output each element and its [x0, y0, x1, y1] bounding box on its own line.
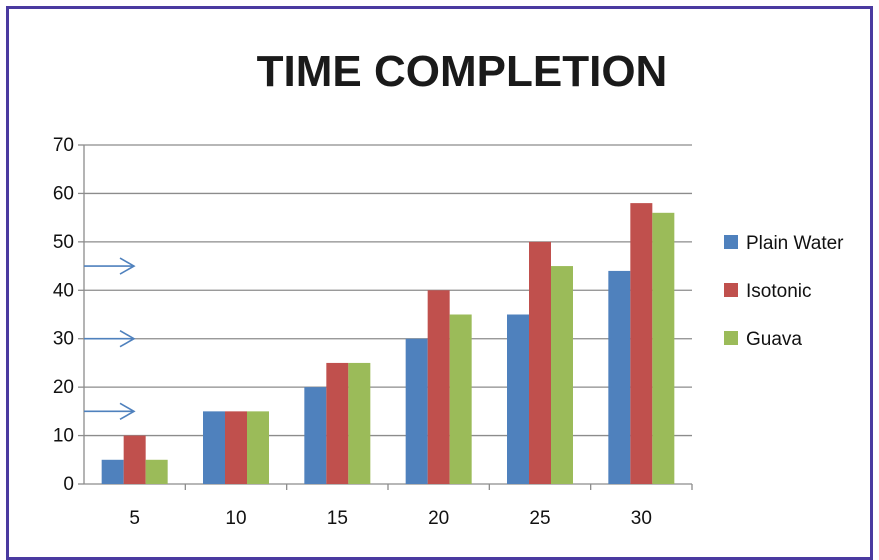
y-tick-label-10: 10: [53, 426, 74, 447]
legend-swatch-isotonic: [724, 283, 738, 297]
x-tick-label-15: 15: [327, 508, 348, 529]
legend-label-isotonic: Isotonic: [746, 281, 811, 302]
bar-guava-5: [145, 459, 168, 484]
y-tick-label-30: 30: [53, 329, 74, 350]
bar-isotonic-10: [225, 411, 247, 484]
x-tick-label-25: 25: [529, 508, 550, 529]
annotation-arrow-icon-3: [84, 402, 136, 421]
y-tick-labels: 0 10 20 30 40 50 60 70: [53, 135, 74, 495]
legend: Plain Water Isotonic Guava: [724, 233, 844, 350]
legend-label-guava: Guava: [746, 329, 802, 350]
annotation-arrows: [84, 257, 136, 421]
bar-guava-15: [348, 362, 371, 484]
bar-isotonic-30: [630, 203, 653, 484]
bars: [101, 203, 675, 485]
x-tick-label-20: 20: [428, 508, 449, 529]
bar-plain-water-25: [507, 314, 529, 484]
bar-plain-water-10: [203, 411, 225, 484]
y-tick-label-70: 70: [53, 135, 74, 156]
bar-plain-water-15: [304, 387, 327, 484]
y-tick-label-0: 0: [63, 474, 74, 495]
annotation-arrow-icon-1: [84, 257, 136, 275]
bar-plain-water-20: [405, 338, 428, 484]
bar-isotonic-15: [326, 362, 349, 484]
bar-guava-10: [247, 411, 269, 484]
bar-plain-water-30: [608, 270, 631, 484]
x-tick-label-10: 10: [225, 508, 246, 529]
legend-label-plain-water: Plain Water: [746, 233, 844, 254]
axes: [78, 144, 693, 490]
bar-plain-water-5: [101, 459, 124, 484]
legend-swatch-plain-water: [724, 235, 738, 249]
y-tick-label-50: 50: [53, 232, 74, 253]
bar-isotonic-5: [123, 435, 146, 484]
bar-isotonic-20: [427, 290, 450, 484]
y-tick-label-60: 60: [53, 183, 74, 204]
x-tick-label-30: 30: [631, 508, 652, 529]
bar-guava-30: [652, 212, 675, 485]
y-tick-label-40: 40: [53, 280, 74, 301]
annotation-arrow-icon-2: [84, 330, 136, 348]
bar-isotonic-25: [529, 241, 551, 484]
gridlines: [84, 144, 692, 437]
bar-guava-25: [551, 266, 573, 484]
x-tick-label-5: 5: [129, 508, 140, 529]
chart-title: TIME COMPLETION: [257, 47, 668, 96]
y-tick-label-20: 20: [53, 377, 74, 398]
x-tick-labels: 5 10 15 20 25 30: [129, 508, 652, 529]
bar-guava-20: [449, 314, 472, 484]
legend-swatch-guava: [724, 331, 738, 345]
